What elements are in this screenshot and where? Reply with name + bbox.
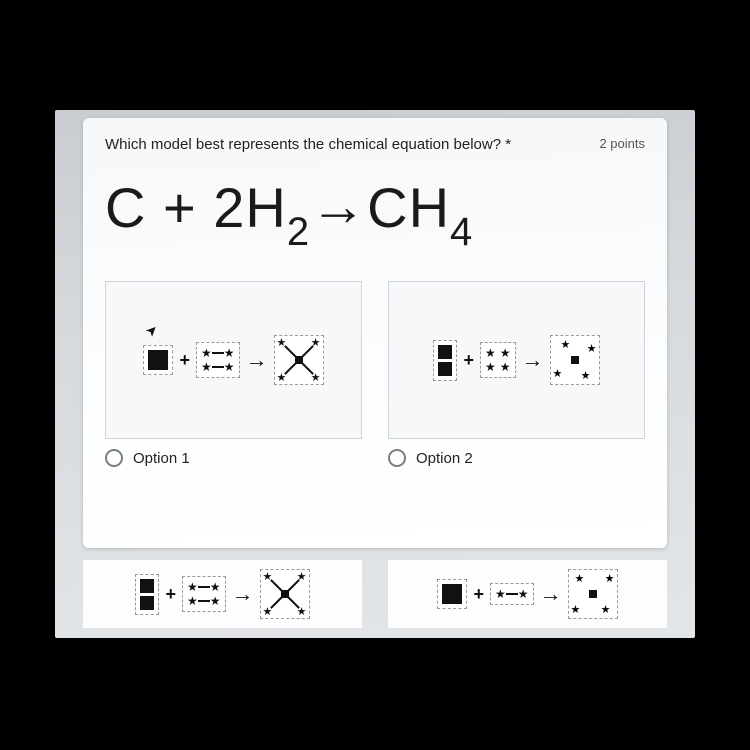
arrow-icon: → — [540, 581, 562, 607]
chemical-equation: C + 2H2 → CH4 — [105, 175, 645, 255]
carbon2-box — [433, 340, 457, 381]
plus-icon: + — [165, 584, 176, 605]
radio-icon[interactable] — [388, 449, 406, 467]
carbon-box — [437, 579, 467, 609]
option-1-model: + ★ ★ ★ ★ → ★★★★ — [143, 335, 323, 385]
ch4-box: ★★★★ — [274, 335, 324, 385]
bond-icon — [506, 593, 518, 595]
carbon-box — [143, 345, 173, 375]
carbon-icon — [438, 362, 452, 376]
star-icon: ★ — [210, 581, 221, 593]
star-icon: ★ — [224, 347, 235, 359]
option-1-wrap: ➤ + ★★ ★★ → — [105, 281, 362, 467]
carbon-icon — [442, 584, 462, 604]
arrow-icon: → — [522, 347, 544, 373]
bond-icon — [212, 352, 224, 354]
option-4-model: + ★★ → ★ ★ ★ ★ — [437, 569, 617, 619]
star-icon: ★ — [495, 588, 506, 600]
scatter-icon: ★ ★ ★ ★ — [555, 340, 595, 380]
option-1-image[interactable]: ➤ + ★★ ★★ → — [105, 281, 362, 439]
star-icon: ★ — [201, 347, 212, 359]
option-1-label: Option 1 — [133, 450, 190, 467]
options-grid: ➤ + ★★ ★★ → — [105, 281, 645, 467]
eq-sub2: 2 — [287, 210, 310, 254]
bond-icon — [198, 600, 210, 602]
scatter-box: ★ ★ ★ ★ — [550, 335, 600, 385]
ch4-icon: ★★★★ — [279, 340, 319, 380]
question-points: 2 points — [599, 136, 645, 151]
h2-single-box: ★★ — [490, 583, 534, 605]
option-4-image[interactable]: + ★★ → ★ ★ ★ ★ — [388, 560, 667, 628]
carbon-icon — [140, 596, 154, 610]
plus-icon: + — [473, 584, 484, 605]
option-2-radio-row[interactable]: Option 2 — [388, 449, 645, 467]
option-2-label: Option 2 — [416, 450, 473, 467]
eq-c: C — [105, 176, 146, 239]
option-2-model: + ★ ★ ★ ★ → ★ ★ — [433, 335, 599, 385]
carbon-icon — [148, 350, 168, 370]
option-1-radio-row[interactable]: Option 1 — [105, 449, 362, 467]
eq-2h: 2H — [213, 176, 287, 239]
ch4-icon: ★★★★ — [265, 574, 305, 614]
options-row-2: + ★★ ★★ → ★★★★ — [83, 560, 667, 628]
screenshot-region: Which model best represents the chemical… — [55, 110, 695, 638]
star-icon: ★ — [201, 361, 212, 373]
eq-ch: CH — [367, 176, 450, 239]
option-3-image[interactable]: + ★ ★ ★ ★ → ★★★★ — [83, 560, 362, 628]
bond-icon — [212, 366, 224, 368]
radio-icon[interactable] — [105, 449, 123, 467]
arrow-icon: → — [232, 581, 254, 607]
carbon-icon — [140, 579, 154, 593]
star-icon: ★ — [500, 361, 511, 373]
eq-arrow: → — [310, 173, 367, 238]
star-icon: ★ — [187, 581, 198, 593]
star-icon: ★ — [518, 588, 529, 600]
bond-icon — [198, 586, 210, 588]
h2-box: ★ ★ ★ ★ — [196, 342, 240, 378]
carbon-icon — [438, 345, 452, 359]
carbon2-box — [135, 574, 159, 615]
star-icon: ★ — [485, 361, 496, 373]
eq-plus: + — [146, 176, 213, 239]
question-card: Which model best represents the chemical… — [83, 118, 667, 548]
stars4-box: ★ ★ ★ ★ — [480, 342, 516, 378]
star-icon: ★ — [224, 361, 235, 373]
h2-box: ★ ★ ★ ★ — [182, 576, 226, 612]
ch4-box: ★★★★ — [260, 569, 310, 619]
plus-icon: + — [179, 350, 190, 371]
option-2-wrap: + ★ ★ ★ ★ → ★ ★ — [388, 281, 645, 467]
option-2-image[interactable]: + ★ ★ ★ ★ → ★ ★ — [388, 281, 645, 439]
star-icon: ★ — [187, 595, 198, 607]
star-icon: ★ — [500, 347, 511, 359]
plus-icon: + — [463, 350, 474, 371]
arrow-icon: → — [246, 347, 268, 373]
question-header: Which model best represents the chemical… — [105, 136, 645, 153]
eq-sub4: 4 — [450, 210, 473, 254]
star-icon: ★ — [210, 595, 221, 607]
scatter-box: ★ ★ ★ ★ — [568, 569, 618, 619]
question-text: Which model best represents the chemical… — [105, 136, 511, 153]
scatter-icon: ★ ★ ★ ★ — [573, 574, 613, 614]
option-3-model: + ★ ★ ★ ★ → ★★★★ — [135, 569, 309, 619]
star-icon: ★ — [485, 347, 496, 359]
